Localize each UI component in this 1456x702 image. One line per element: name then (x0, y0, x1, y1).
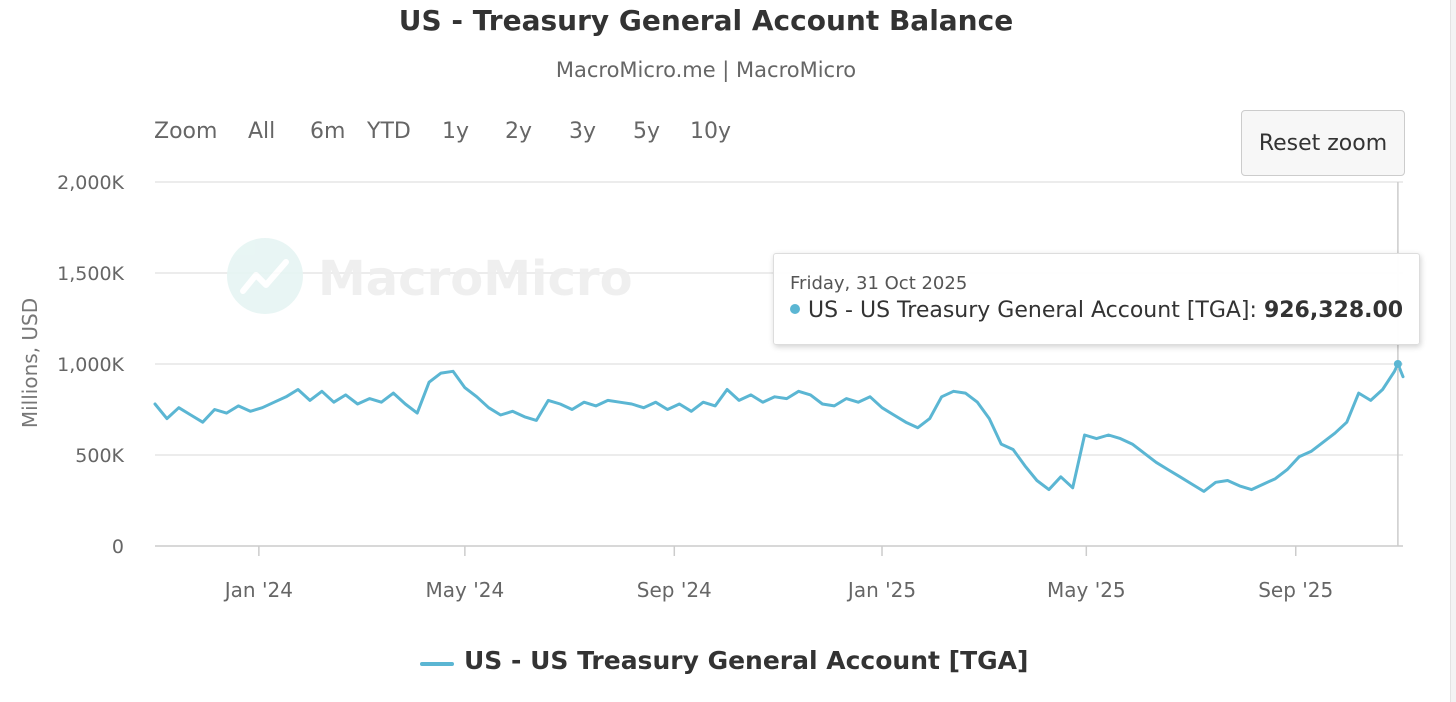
x-axis-ticks: Jan '24 May '24 Sep '24 Jan '25 May '25 Sep '… (223, 546, 1333, 602)
range-button-ytd[interactable]: YTD (367, 119, 411, 144)
y-tick-label: 1,000K (57, 354, 124, 376)
legend-label: US - US Treasury General Account [TGA] (464, 646, 1029, 675)
chart-subtitle: MacroMicro.me | MacroMicro (555, 58, 857, 82)
y-tick-label: 500K (75, 445, 124, 467)
y-axis-title: Millions, USD (18, 298, 42, 428)
legend-line-icon (420, 662, 454, 666)
series-line[interactable] (153, 362, 1405, 493)
watermark-logo-icon-mark (240, 259, 289, 294)
chart-title: US - Treasury General Account Balance (398, 4, 1014, 37)
series-group (153, 362, 1405, 493)
reset-zoom-button[interactable]: Reset zoom (1241, 110, 1405, 176)
y-tick-label: 1,500K (57, 263, 124, 285)
tooltip: Friday, 31 Oct 2025 US - US Treasury Gen… (773, 253, 1420, 345)
watermark-text: MacroMicro (318, 251, 633, 307)
y-tick-label: 0 (112, 536, 124, 558)
range-button-1y[interactable]: 1y (442, 119, 470, 144)
x-tick-label: May '24 (426, 578, 505, 602)
tooltip-series-dot-icon (790, 304, 800, 314)
tooltip-date: Friday, 31 Oct 2025 (790, 273, 968, 294)
range-button-2y[interactable]: 2y (505, 119, 533, 144)
hover-marker (1393, 360, 1402, 368)
panel-right-edge (1450, 0, 1456, 702)
tooltip-series-label: US - US Treasury General Account [TGA]: (808, 298, 1257, 323)
range-button-10y[interactable]: 10y (690, 119, 732, 144)
y-axis-ticks: 0 500K 1,000K 1,500K 2,000K (57, 172, 124, 558)
range-selector-label: Zoom (154, 119, 218, 144)
crosshair (1393, 182, 1402, 546)
x-tick-label: Sep '24 (637, 578, 712, 602)
x-tick-label: Jan '25 (846, 578, 916, 602)
x-tick-label: May '25 (1047, 578, 1126, 602)
watermark: MacroMicro (227, 238, 633, 314)
y-tick-label: 2,000K (57, 172, 124, 194)
x-tick-label: Jan '24 (223, 578, 293, 602)
x-tick-label: Sep '25 (1258, 578, 1333, 602)
range-button-3y[interactable]: 3y (569, 119, 597, 144)
gridlines (155, 181, 1403, 547)
watermark-logo-icon (227, 238, 303, 314)
range-button-5y[interactable]: 5y (633, 119, 661, 144)
tooltip-row: US - US Treasury General Account [TGA]: … (790, 298, 1403, 323)
range-button-all[interactable]: All (248, 119, 276, 144)
tooltip-value: 926,328.00 (1263, 298, 1404, 323)
range-button-6m[interactable]: 6m (310, 119, 346, 144)
